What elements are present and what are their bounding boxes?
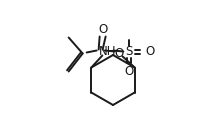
Text: O: O [125, 65, 134, 78]
Text: S: S [126, 45, 133, 58]
Text: O: O [98, 23, 107, 36]
Text: O: O [146, 45, 155, 58]
Text: O: O [114, 47, 123, 60]
Text: NH: NH [99, 45, 116, 58]
